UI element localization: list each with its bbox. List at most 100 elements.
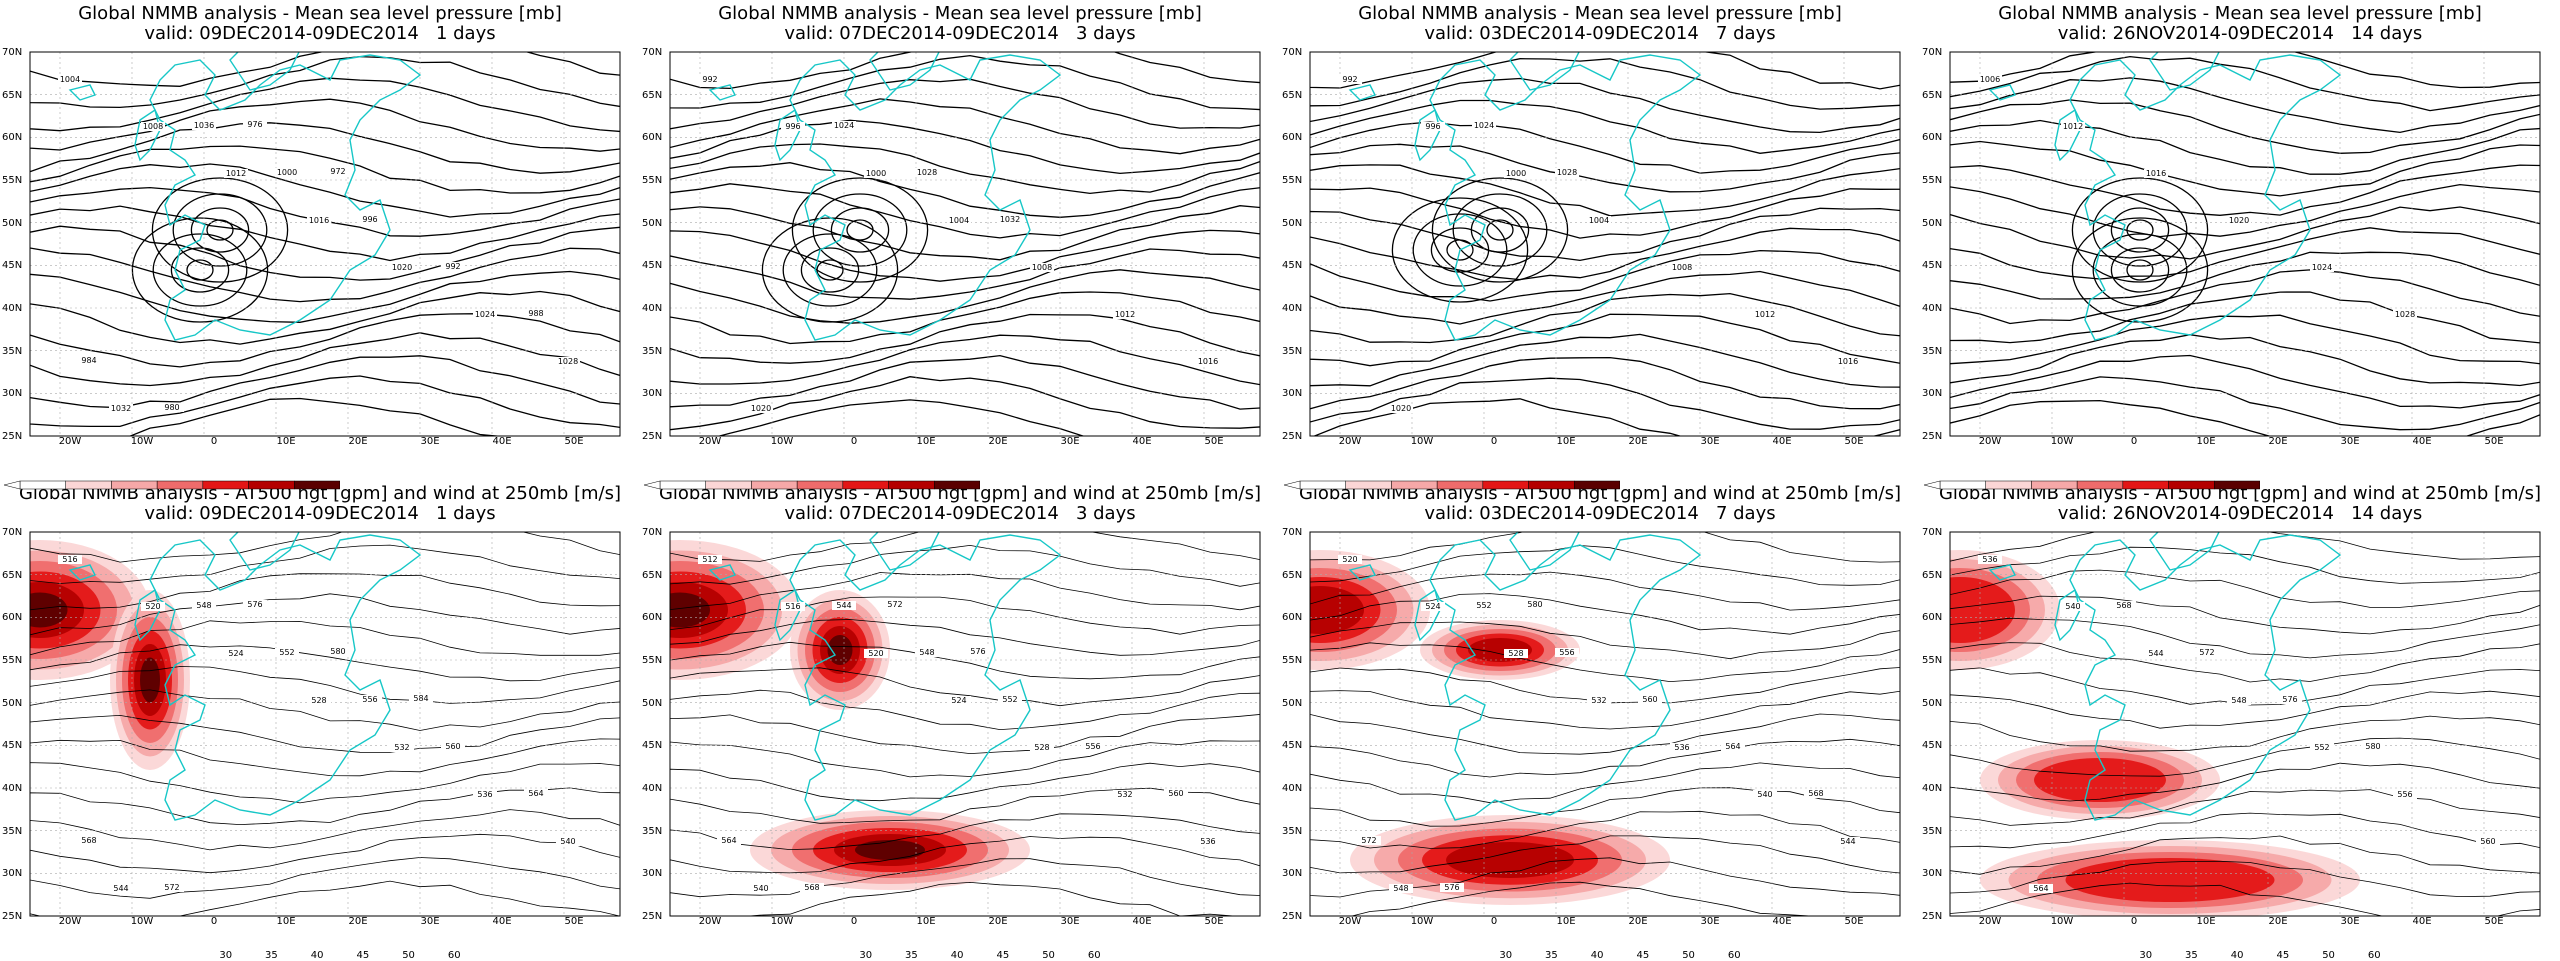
- latitude-tick-label: 65N: [642, 89, 663, 101]
- latitude-tick-label: 55N: [2, 175, 23, 186]
- colorbar-tick-label: 50: [402, 950, 415, 961]
- latitude-tick-label: 55N: [642, 175, 663, 186]
- contour-label: 548: [2231, 696, 2246, 705]
- coastline: [774, 588, 801, 642]
- contour-label-bg: [275, 168, 299, 177]
- isoline: [1950, 251, 2540, 300]
- contour-label: 1016: [1198, 357, 1218, 366]
- longitude-tick-label: 0: [1490, 436, 1498, 447]
- coastline: [789, 534, 1062, 821]
- contour-label-bg: [409, 694, 433, 703]
- colorbar-swatch: [2031, 480, 2078, 490]
- longitude-tick-label: 0: [210, 916, 218, 927]
- map-frame: [669, 531, 1261, 917]
- contour-label: 1004: [949, 216, 969, 225]
- colorbar-swatch: [1436, 480, 1484, 490]
- latitude-tick-label: 25N: [2, 911, 23, 922]
- mslp-panel: Global NMMB analysis - Mean sea level pr…: [0, 0, 640, 480]
- contour-label: 1000: [1506, 169, 1526, 178]
- longitude-tick-label: 0: [1490, 916, 1498, 927]
- contour-label: 1004: [60, 75, 80, 84]
- contour-label: 536: [477, 790, 492, 799]
- contour-label-bg: [141, 122, 165, 131]
- contour-label-bg: [1081, 742, 1105, 751]
- colorbar-swatch: [1528, 480, 1575, 490]
- contour-label: 1016: [2146, 169, 2166, 178]
- isoline: [670, 229, 1260, 282]
- latitude-tick-label: 35N: [1282, 825, 1303, 837]
- latitude-tick-label: 45N: [1282, 740, 1303, 752]
- colorbar-tick-label: 60: [447, 950, 461, 961]
- coastline: [2149, 52, 2220, 91]
- contour-label-bg: [2195, 648, 2219, 657]
- contour-label-bg: [556, 357, 580, 366]
- latitude-tick-label: 25N: [642, 911, 663, 922]
- contour-label: 572: [887, 600, 902, 609]
- map-frame: [669, 51, 1261, 437]
- contour-label-bg: [1753, 310, 1777, 319]
- contour-label: 532: [1591, 696, 1606, 705]
- latitude-tick-label: 50N: [642, 697, 663, 709]
- contour-label-bg: [1587, 216, 1611, 225]
- contour-label-bg: [698, 555, 722, 564]
- latitude-tick-label: 55N: [1282, 175, 1303, 186]
- contour-label-bg: [1721, 742, 1745, 751]
- isoline: [30, 620, 620, 656]
- pressure-center-isobar: [830, 207, 890, 253]
- contour-label: 568: [2116, 601, 2131, 610]
- latitude-tick-label: 65N: [2, 89, 23, 101]
- colorbar-tick-label: 45: [356, 950, 370, 961]
- isoline: [1950, 595, 2540, 635]
- longitude-tick-label: 50E: [1844, 436, 1864, 447]
- pressure-center-isobar: [782, 233, 878, 307]
- contour-label-bg: [390, 263, 414, 272]
- contour-label-bg: [947, 696, 971, 705]
- colorbar: [1283, 480, 1620, 490]
- isoline: [1310, 52, 1900, 90]
- contour-label: 524: [951, 696, 966, 705]
- contour-label: 972: [330, 167, 345, 176]
- pressure-center-isobar: [812, 193, 908, 267]
- latitude-tick-label: 65N: [1282, 89, 1303, 101]
- longitude-tick-label: 40E: [492, 916, 512, 927]
- longitude-tick-label: 10E: [2196, 916, 2216, 927]
- contour-label: 544: [2148, 649, 2163, 658]
- contour-label: 1024: [2312, 263, 2332, 272]
- contour-label-bg: [1421, 122, 1445, 131]
- pressure-center-isobar: [1430, 227, 1490, 273]
- contour-label-bg: [1587, 696, 1611, 705]
- latitude-tick-label: 25N: [642, 431, 663, 442]
- longitude-tick-label: 0: [2130, 916, 2138, 927]
- isoline: [1310, 593, 1900, 635]
- contour-label: 532: [1117, 790, 1132, 799]
- isoline: [670, 544, 1260, 587]
- longitude-tick-label: 20E: [2268, 916, 2288, 927]
- panel-valid-period: valid: 07DEC2014-09DEC2014 3 days: [784, 503, 1136, 524]
- contour-label-bg: [966, 647, 990, 656]
- isoline: [1950, 376, 2540, 431]
- contour-label: 1004: [1589, 216, 1609, 225]
- latitude-tick-label: 40N: [1282, 783, 1303, 794]
- contour-label-bg: [307, 216, 331, 225]
- isoline: [670, 532, 1260, 562]
- map-canvas: 536 540 544 548 552 556 560 564 568 572 576 580: [1949, 531, 2541, 917]
- latitude-tick-label: 30N: [1282, 868, 1303, 880]
- panel-title: Global NMMB analysis - Mean sea level pr…: [78, 3, 562, 24]
- isoline: [1310, 99, 1900, 154]
- contour-label-bg: [2476, 837, 2500, 846]
- latitude-tick-label: 30N: [1922, 868, 1943, 880]
- coastline: [149, 534, 422, 821]
- isoline: [1310, 621, 1900, 660]
- latitude-tick-label: 30N: [2, 388, 23, 400]
- contour-label: 576: [247, 600, 262, 609]
- longitude-tick-label: 20W: [1978, 916, 2002, 927]
- colorbar-swatch: [248, 480, 295, 490]
- map-canvas: 1006 1012 1016 1020 1024 1028: [1949, 51, 2541, 437]
- latitude-tick-label: 30N: [642, 388, 663, 400]
- contour-label-bg: [1338, 555, 1362, 564]
- colorbar-tick-label: 50: [1042, 950, 1055, 961]
- isoline: [30, 313, 620, 368]
- contour-label: 580: [330, 647, 345, 656]
- contour-label: 1020: [751, 404, 771, 413]
- contour-label: 1024: [475, 310, 495, 319]
